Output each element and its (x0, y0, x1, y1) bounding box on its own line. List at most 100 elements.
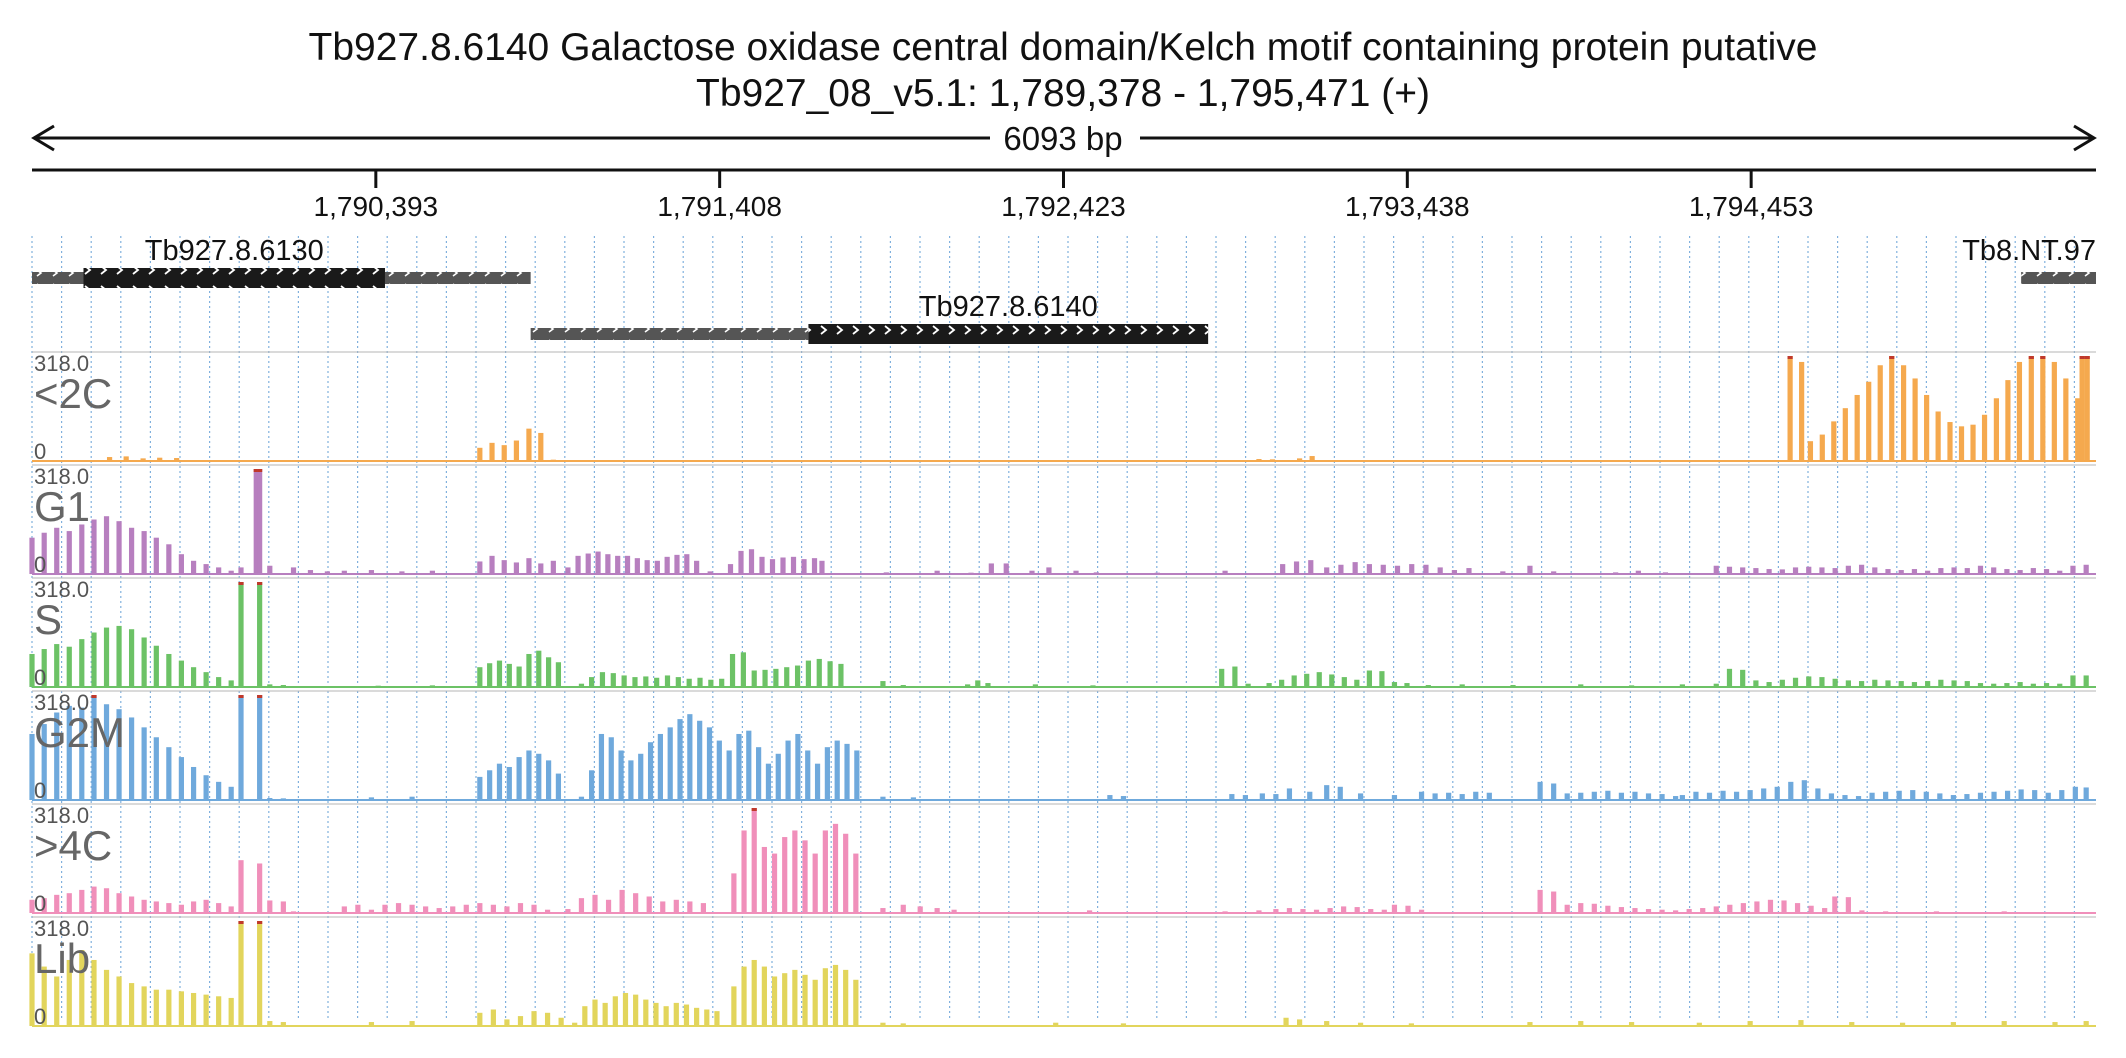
coverage-bar (153, 537, 159, 574)
coverage-bar (1578, 684, 1584, 687)
coverage-bar (216, 677, 222, 687)
coverage-bar (487, 663, 493, 687)
coverage-bar (128, 983, 135, 1026)
coverage-bar (2017, 682, 2023, 687)
coverage-bar (1819, 677, 1825, 687)
coverage-bar (1286, 908, 1293, 913)
track-ymin-label: 0 (34, 665, 46, 690)
coverage-bar (1659, 909, 1665, 913)
coverage-bar (1726, 566, 1733, 574)
coverage-bar (555, 773, 562, 800)
coverage-bar (578, 898, 585, 913)
coverage-bar (599, 672, 606, 687)
coverage-bar (153, 645, 159, 687)
clip-marker (257, 695, 263, 698)
coverage-bar (1706, 792, 1713, 800)
coverage-bar (1808, 905, 1814, 913)
coverage-bar (2043, 683, 2050, 687)
coverage-bar (1578, 903, 1584, 913)
coverage-bar (409, 904, 415, 913)
coverage-bar (834, 740, 840, 800)
coverage-bar (141, 986, 147, 1026)
coverage-bar (54, 894, 60, 913)
coverage-bar (1473, 791, 1479, 800)
coverage-bar (2045, 792, 2051, 800)
coverage-bar (257, 469, 263, 574)
coverage-bar (1338, 564, 1344, 574)
coverage-bar (267, 565, 273, 574)
coverage-bar (1964, 681, 1970, 687)
coverage-bar (1459, 794, 1465, 800)
coverage-bar (1222, 911, 1228, 913)
coverage-bar (1551, 571, 1557, 574)
coverage-bar (1297, 458, 1303, 461)
coverage-bar (157, 457, 163, 461)
coverage-bar (29, 953, 35, 1026)
coverage-bar (638, 753, 644, 800)
coverage-bar (1352, 562, 1358, 574)
coverage-bar (1858, 681, 1865, 687)
coverage-bar (538, 563, 544, 574)
track-ymin-label: 0 (34, 439, 46, 464)
coverage-bar (1713, 683, 1719, 687)
coverage-bar (1618, 792, 1625, 800)
coverage-bar (654, 677, 660, 687)
coverage-bar (814, 763, 821, 800)
coverage-bar (517, 1016, 524, 1026)
coverage-bar (843, 833, 849, 913)
coverage-bar (516, 666, 522, 687)
coverage-bar (1898, 681, 1904, 687)
coverage-bar (1195, 460, 1201, 461)
coverage-bar (267, 684, 273, 687)
coverage-bar (673, 1002, 679, 1026)
coverage-bar (267, 1021, 273, 1026)
ruler-tick-label: 1,790,393 (314, 191, 439, 222)
coverage-bar (538, 432, 544, 461)
coverage-bar (216, 903, 222, 913)
coverage-bar (673, 899, 679, 913)
coverage-bar (802, 840, 808, 913)
coverage-bar (489, 555, 495, 574)
coverage-bar (54, 976, 60, 1026)
coverage-bar (496, 763, 503, 800)
coverage-bar (880, 796, 886, 800)
coverage-bar (988, 563, 994, 574)
coverage-bar (1799, 361, 1805, 461)
coverage-bar (555, 662, 562, 687)
coverage-bar (1673, 796, 1679, 800)
coverage-bar (697, 720, 703, 800)
coverage-bar (1801, 780, 1807, 800)
coverage-bar (790, 556, 797, 574)
coverage-bar (2075, 398, 2081, 461)
coverage-bar (550, 459, 556, 461)
coverage-bar (423, 906, 429, 913)
coverage-bar (697, 677, 703, 687)
ruler-tick-label: 1,792,423 (1001, 191, 1126, 222)
coverage-bar (1324, 1021, 1330, 1026)
coverage-bar (647, 742, 654, 800)
coverage-bar (341, 906, 347, 913)
coverage-bar (706, 727, 713, 800)
coverage-bar (708, 679, 714, 687)
coverage-bar (2004, 790, 2011, 800)
coverage-bar (792, 830, 798, 913)
coverage-bar (700, 903, 707, 913)
coverage-bar (153, 901, 159, 913)
coverage-bar (1316, 672, 1322, 687)
coverage-bar (756, 747, 762, 800)
coverage-bar (2018, 789, 2024, 800)
coverage-bar (490, 1009, 496, 1026)
coverage-bar (1947, 422, 1953, 461)
coverage-bar (832, 823, 839, 913)
coverage-bar (91, 959, 97, 1026)
coverage-bar (2059, 790, 2065, 800)
coverage-bar (153, 989, 159, 1026)
coverage-bar (1693, 791, 1699, 800)
coverage-bar (2070, 675, 2076, 687)
coverage-bar (79, 639, 85, 687)
coverage-bar (526, 653, 532, 687)
coverage-bar (1404, 683, 1410, 687)
coverage-bar (585, 553, 591, 574)
gene-utr-chevrons (530, 328, 809, 340)
